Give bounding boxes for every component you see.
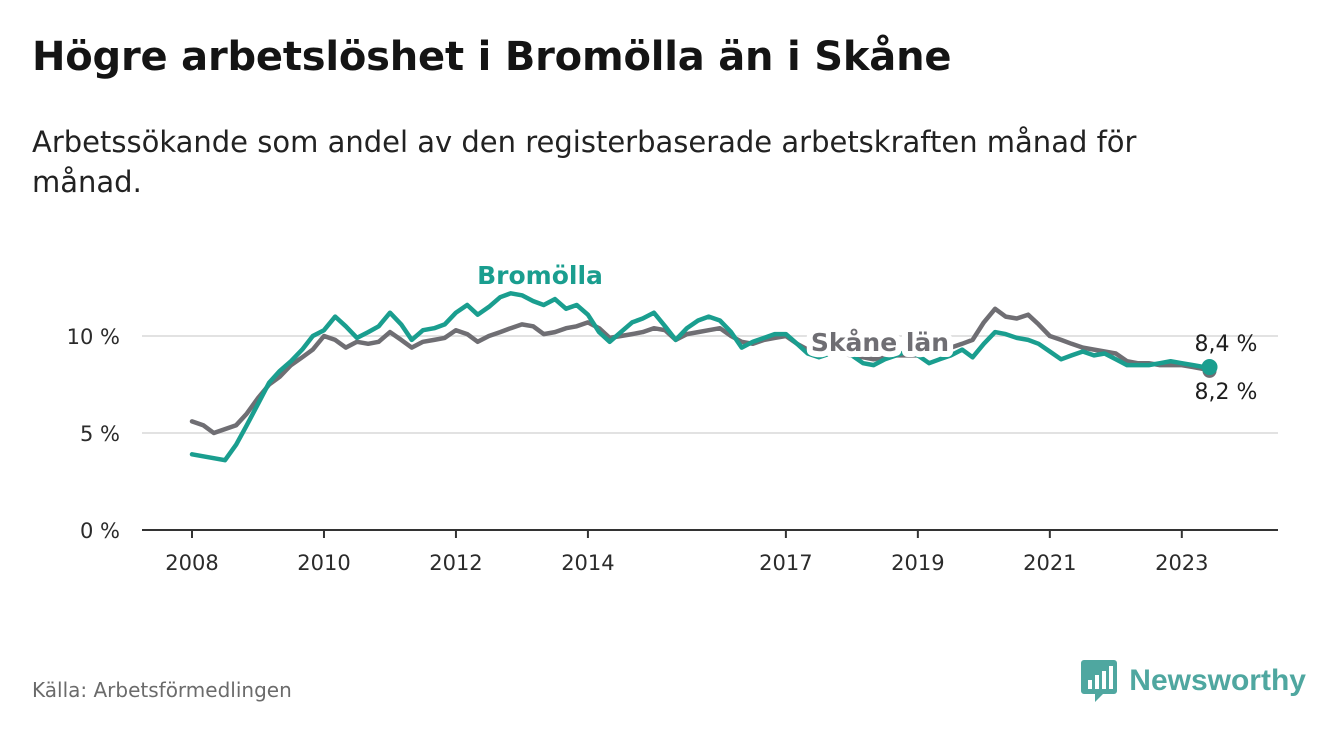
- series-line-bromolla: [189, 291, 1212, 463]
- x-tick-label: 2010: [297, 551, 350, 575]
- x-tick-label: 2019: [891, 551, 944, 575]
- series-line-skane: [189, 306, 1212, 436]
- x-tick-label: 2012: [429, 551, 482, 575]
- chart-title: Högre arbetslöshet i Bromölla än i Skåne: [32, 34, 952, 80]
- x-tick-label: 2017: [759, 551, 812, 575]
- y-tick-label: 10 %: [67, 325, 120, 349]
- line-chart: 0 % 5 % 10 % 2008 2010 2012 2014 2017 2019 2021 20…: [66, 261, 1278, 575]
- series-label-bromolla: Bromölla: [477, 261, 603, 290]
- series-label-skane: Skåne län: [811, 328, 949, 357]
- chart-subtitle: Arbetssökande som andel av den registerb…: [32, 125, 1137, 199]
- bar-chart-icon: [1081, 660, 1118, 702]
- y-tick-label: 0 %: [80, 519, 120, 543]
- series-label-skane-halo: Skåne län: [811, 328, 949, 357]
- y-tick-label: 5 %: [80, 422, 120, 446]
- brand-logo: Newsworthy: [1081, 660, 1306, 702]
- end-point-bromolla: [1201, 359, 1218, 376]
- brand-name: Newsworthy: [1129, 664, 1306, 697]
- x-tick-label: 2021: [1023, 551, 1076, 575]
- series-label-bromolla-halo: Bromölla: [477, 261, 603, 290]
- source-note: Källa: Arbetsförmedlingen: [32, 678, 292, 702]
- x-tick-label: 2023: [1155, 551, 1208, 575]
- x-tick-label: 2008: [165, 551, 218, 575]
- end-label-skane: 8,2 %: [1195, 380, 1258, 405]
- end-label-bromolla: 8,4 %: [1195, 332, 1258, 357]
- x-tick-label: 2014: [561, 551, 614, 575]
